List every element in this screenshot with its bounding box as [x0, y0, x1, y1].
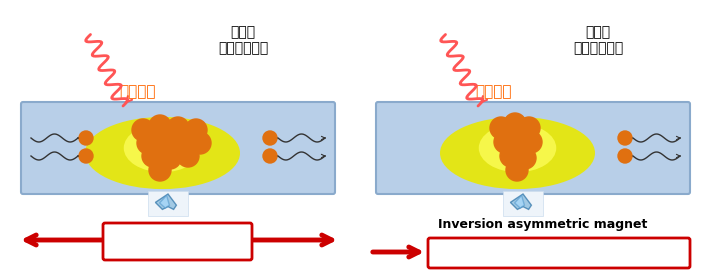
Circle shape — [263, 131, 277, 145]
Polygon shape — [160, 195, 170, 208]
Circle shape — [500, 145, 522, 167]
Polygon shape — [515, 195, 525, 208]
Circle shape — [189, 132, 211, 154]
FancyBboxPatch shape — [103, 223, 252, 260]
Text: スピン流: スピン流 — [161, 231, 194, 244]
Circle shape — [149, 159, 171, 181]
Circle shape — [618, 149, 632, 163]
Ellipse shape — [124, 124, 201, 172]
Circle shape — [167, 117, 189, 139]
Circle shape — [520, 131, 542, 153]
Circle shape — [185, 119, 207, 141]
Circle shape — [506, 159, 528, 181]
Circle shape — [132, 119, 154, 141]
Ellipse shape — [85, 117, 240, 189]
Circle shape — [263, 149, 277, 163]
FancyBboxPatch shape — [376, 102, 690, 194]
FancyBboxPatch shape — [148, 191, 187, 216]
Text: 電磁波
（磁気共鳴）: 電磁波 （磁気共鳴） — [573, 25, 623, 55]
Circle shape — [518, 117, 540, 139]
FancyBboxPatch shape — [21, 102, 335, 194]
Circle shape — [142, 145, 164, 167]
Circle shape — [79, 131, 93, 145]
Polygon shape — [155, 194, 176, 209]
Text: （拡散的）: （拡散的） — [158, 244, 197, 257]
Circle shape — [79, 149, 93, 163]
Text: マグノン: マグノン — [475, 84, 511, 99]
Circle shape — [137, 132, 159, 154]
Circle shape — [494, 131, 516, 153]
FancyBboxPatch shape — [428, 238, 690, 268]
Circle shape — [490, 117, 512, 139]
Circle shape — [159, 147, 181, 169]
Circle shape — [177, 145, 199, 167]
Text: スピン流（整流効果）: スピン流（整流効果） — [519, 246, 599, 260]
Circle shape — [504, 113, 526, 135]
FancyBboxPatch shape — [503, 191, 542, 216]
Circle shape — [508, 129, 530, 151]
Text: 電磁波
（磁気共鳴）: 電磁波 （磁気共鳴） — [218, 25, 268, 55]
Circle shape — [149, 115, 171, 137]
Text: マグノン: マグノン — [120, 84, 156, 99]
Ellipse shape — [440, 117, 595, 189]
Circle shape — [618, 131, 632, 145]
Circle shape — [155, 130, 177, 152]
Circle shape — [173, 132, 195, 154]
Circle shape — [514, 147, 536, 169]
Ellipse shape — [479, 124, 556, 172]
Polygon shape — [510, 194, 531, 209]
Text: Inversion asymmetric magnet: Inversion asymmetric magnet — [438, 218, 648, 231]
